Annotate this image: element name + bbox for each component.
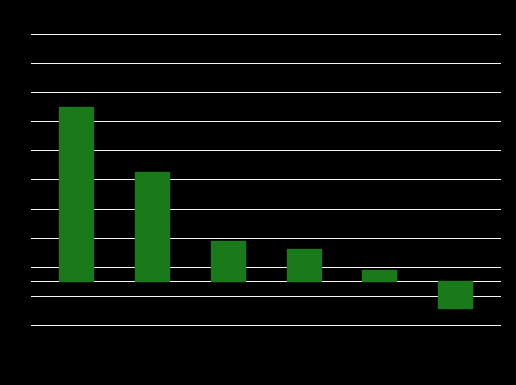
Bar: [211, 241, 245, 281]
Bar: [438, 281, 472, 308]
Bar: [286, 249, 320, 281]
Bar: [59, 107, 93, 281]
Bar: [362, 270, 396, 281]
Bar: [135, 172, 169, 281]
